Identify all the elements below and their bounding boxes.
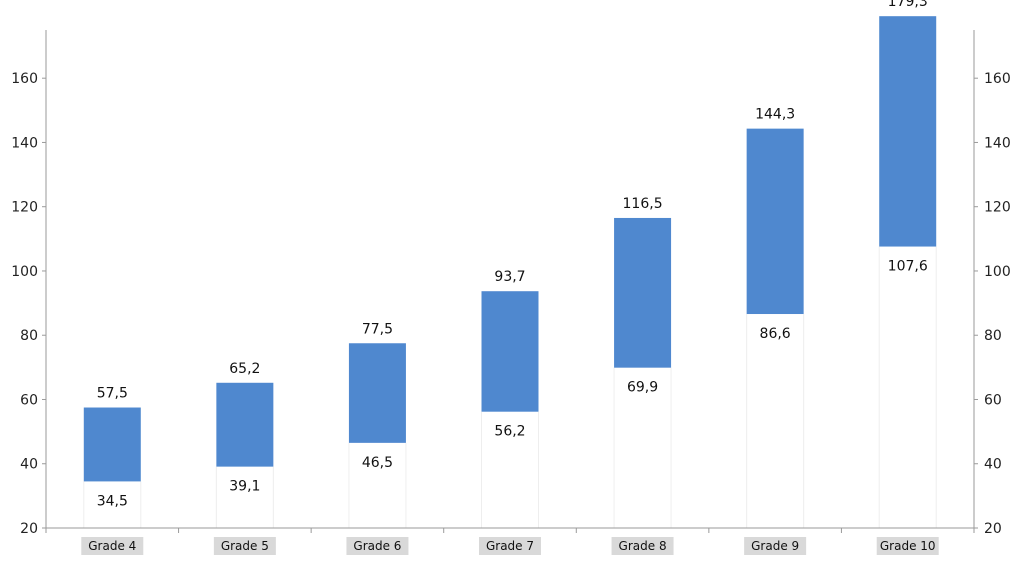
right-y-tick-label: 160 — [984, 71, 1011, 87]
left-y-tick-label: 100 — [11, 264, 38, 280]
category-label-background — [213, 537, 276, 555]
low-value-label: 69,9 — [627, 380, 658, 396]
high-value-label: 93,7 — [494, 269, 525, 285]
right-y-tick-label: 100 — [984, 264, 1011, 280]
category-label-background — [611, 537, 674, 555]
range-bar — [481, 291, 539, 412]
range-bars — [83, 16, 937, 482]
right-y-tick-label: 20 — [984, 521, 1002, 537]
left-y-tick-label: 40 — [20, 457, 38, 473]
left-y-tick-label: 20 — [20, 521, 38, 537]
high-value-label: 77,5 — [362, 321, 393, 337]
right-y-tick-label: 140 — [984, 135, 1011, 151]
category-label-background — [81, 537, 144, 555]
left-y-tick-label: 80 — [20, 328, 38, 344]
category-stems — [83, 246, 937, 528]
right-y-tick-label: 40 — [984, 457, 1002, 473]
left-y-tick-label: 60 — [20, 392, 38, 408]
left-y-tick-label: 120 — [11, 200, 38, 216]
right-y-tick-label: 60 — [984, 392, 1002, 408]
right-y-tick-label: 80 — [984, 328, 1002, 344]
category-label: Grade 9 — [751, 539, 799, 553]
low-value-label: 34,5 — [97, 493, 128, 509]
axes: 20 20 40 40 60 60 80 80 100 100 120 120 140 140 160 160… — [11, 30, 1011, 555]
category-label-background — [876, 537, 939, 555]
high-value-label: 179,3 — [888, 0, 928, 10]
low-value-label: 39,1 — [229, 479, 260, 495]
range-bar — [746, 128, 804, 315]
category-label: Grade 6 — [353, 539, 401, 553]
left-y-tick-label: 160 — [11, 71, 38, 87]
category-label: Grade 5 — [221, 539, 269, 553]
right-y-tick-label: 120 — [984, 200, 1011, 216]
high-value-label: 57,5 — [97, 386, 128, 402]
range-bar — [879, 16, 937, 247]
data-labels: 57,5 34,5 65,2 39,1 77,5 46,5 93,7 56,2 116,5 69,… — [97, 0, 928, 509]
category-label-background — [346, 537, 409, 555]
range-bar — [216, 382, 274, 467]
category-label: Grade 8 — [619, 539, 667, 553]
high-value-label: 116,5 — [623, 196, 663, 212]
low-value-label: 46,5 — [362, 455, 393, 471]
low-value-label: 107,6 — [888, 259, 928, 275]
high-value-label: 65,2 — [229, 361, 260, 377]
range-bar — [614, 217, 672, 368]
high-value-label: 144,3 — [755, 107, 795, 123]
category-label: Grade 7 — [486, 539, 534, 553]
low-value-label: 56,2 — [494, 424, 525, 440]
category-label-background — [744, 537, 807, 555]
category-label: Grade 4 — [88, 539, 136, 553]
range-bar — [83, 407, 141, 482]
range-bar — [348, 343, 406, 443]
low-value-label: 86,6 — [760, 326, 791, 342]
category-label: Grade 10 — [880, 539, 936, 553]
left-y-tick-label: 140 — [11, 135, 38, 151]
category-label-background — [479, 537, 541, 555]
